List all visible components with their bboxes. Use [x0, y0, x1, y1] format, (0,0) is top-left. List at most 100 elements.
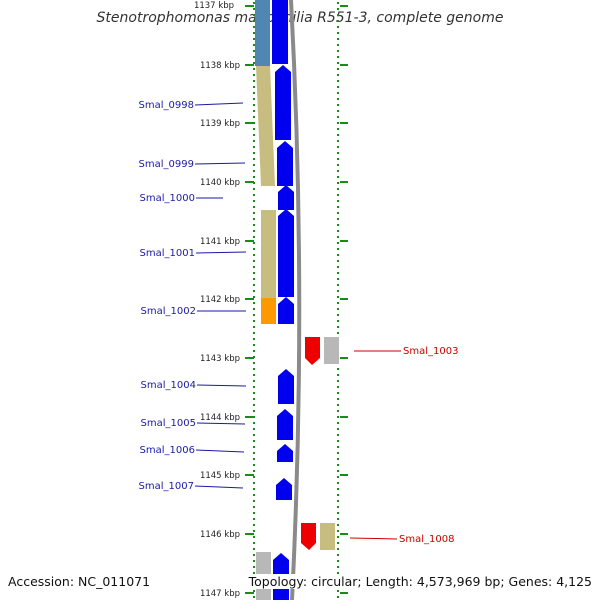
- left-track-dot: [253, 314, 255, 316]
- right-track-dot: [337, 458, 339, 460]
- right-track-dot: [337, 374, 339, 376]
- genome-title: Stenotrophomonas maltophilia R551-3, com…: [96, 10, 504, 26]
- right-track-dot: [337, 134, 339, 136]
- right-track-dot: [337, 272, 339, 274]
- right-track-dot: [337, 170, 339, 172]
- reverse-genes: [301, 337, 339, 550]
- right-track-dot: [337, 542, 339, 544]
- right-track-dot: [337, 326, 339, 328]
- right-track-dot: [337, 122, 339, 124]
- left-track-dot: [253, 434, 255, 436]
- gene-label-smal-1000[interactable]: Smal_1000: [140, 193, 195, 204]
- right-track-dot: [337, 320, 339, 322]
- reverse-gene-1008: [301, 523, 316, 550]
- left-track-dot: [253, 206, 255, 208]
- right-track-dot: [337, 194, 339, 196]
- right-track-dot: [337, 470, 339, 472]
- gene-label-smal-1003[interactable]: Smal_1003: [403, 346, 458, 357]
- left-track-dot: [253, 596, 255, 598]
- forward-gene-1007: [276, 478, 292, 500]
- right-track-dot: [337, 560, 339, 562]
- right-track-dot: [337, 386, 339, 388]
- gene-label-smal-1008[interactable]: Smal_1008: [399, 534, 454, 545]
- left-track-dot: [253, 236, 255, 238]
- right-track-dot: [337, 56, 339, 58]
- genome-backbone-arc: [289, 0, 302, 600]
- left-track-dot: [253, 80, 255, 82]
- accession-text: Accession: NC_011071: [8, 574, 151, 589]
- right-track-dot: [337, 176, 339, 178]
- leader-1007: [194, 485, 244, 489]
- leader-1004: [196, 384, 247, 387]
- gene-label-smal-0998[interactable]: Smal_0998: [139, 100, 194, 111]
- left-track-dot: [253, 482, 255, 484]
- right-track-dot: [337, 530, 339, 532]
- right-track-dot: [337, 440, 339, 442]
- left-track-dot: [253, 134, 255, 136]
- right-track-dot: [337, 278, 339, 280]
- left-track-dot: [253, 470, 255, 472]
- left-track-dot: [253, 116, 255, 118]
- right-track-dot: [337, 230, 339, 232]
- left-track-dot: [253, 218, 255, 220]
- right-dotted-track: [337, 2, 339, 598]
- right-track-dot: [337, 428, 339, 430]
- feature-bar-1002: [261, 298, 276, 324]
- right-ruler-ticks: [340, 5, 348, 594]
- left-track-dot: [253, 128, 255, 130]
- right-track-dot: [337, 128, 339, 130]
- right-track-dot: [337, 116, 339, 118]
- right-track-dot: [337, 296, 339, 298]
- right-track-dot: [337, 410, 339, 412]
- left-track-dot: [253, 512, 255, 514]
- left-track-dot: [253, 230, 255, 232]
- right-track-dot: [337, 206, 339, 208]
- right-track-dot: [337, 422, 339, 424]
- gene-label-smal-0999[interactable]: Smal_0999: [139, 159, 194, 170]
- left-track-dot: [253, 404, 255, 406]
- right-track-dot: [337, 248, 339, 250]
- left-track-dot: [253, 20, 255, 22]
- right-track-dot: [337, 494, 339, 496]
- gene-label-smal-1005[interactable]: Smal_1005: [141, 418, 196, 429]
- right-track-dot: [337, 548, 339, 550]
- reverse-feature-1003: [324, 337, 339, 364]
- right-track-dot: [337, 464, 339, 466]
- gene-label-smal-1007[interactable]: Smal_1007: [139, 481, 194, 492]
- right-track-dot: [337, 158, 339, 160]
- left-track-dot: [253, 452, 255, 454]
- feature-bar-steelblue: [255, 0, 270, 66]
- gene-label-smal-1004[interactable]: Smal_1004: [141, 380, 196, 391]
- right-track-dot: [337, 452, 339, 454]
- right-track-dot: [337, 104, 339, 106]
- gene-label-smal-1006[interactable]: Smal_1006: [140, 445, 195, 456]
- left-track-dot: [253, 74, 255, 76]
- left-track-dot: [253, 392, 255, 394]
- left-track-dot: [253, 374, 255, 376]
- kbp-label-1142: 1142 kbp: [200, 295, 240, 305]
- right-track-dot: [337, 596, 339, 598]
- forward-gene-0999: [277, 141, 293, 186]
- right-track-dot: [337, 236, 339, 238]
- kbp-label-1147: 1147 kbp: [200, 589, 240, 599]
- left-track-dot: [253, 284, 255, 286]
- left-track-dot: [253, 38, 255, 40]
- right-track-dot: [337, 182, 339, 184]
- gene-label-smal-1002[interactable]: Smal_1002: [141, 306, 196, 317]
- right-track-dot: [337, 146, 339, 148]
- left-track-dot: [253, 188, 255, 190]
- right-track-dot: [337, 476, 339, 478]
- left-track-dot: [253, 260, 255, 262]
- right-track-dot: [337, 152, 339, 154]
- left-track-dot: [253, 536, 255, 538]
- gene-label-smal-1001[interactable]: Smal_1001: [140, 248, 195, 259]
- right-track-dot: [337, 74, 339, 76]
- reverse-feature-1008: [320, 523, 335, 550]
- right-track-dot: [337, 164, 339, 166]
- right-track-dot: [337, 68, 339, 70]
- left-track-dot: [253, 110, 255, 112]
- left-track-dot: [253, 200, 255, 202]
- kbp-label-1145: 1145 kbp: [200, 471, 240, 481]
- left-track-dot: [253, 32, 255, 34]
- left-track-dot: [253, 212, 255, 214]
